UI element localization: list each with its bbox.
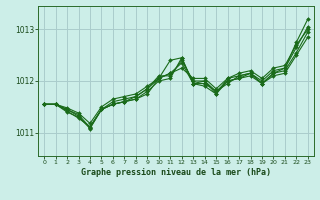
X-axis label: Graphe pression niveau de la mer (hPa): Graphe pression niveau de la mer (hPa) bbox=[81, 168, 271, 177]
